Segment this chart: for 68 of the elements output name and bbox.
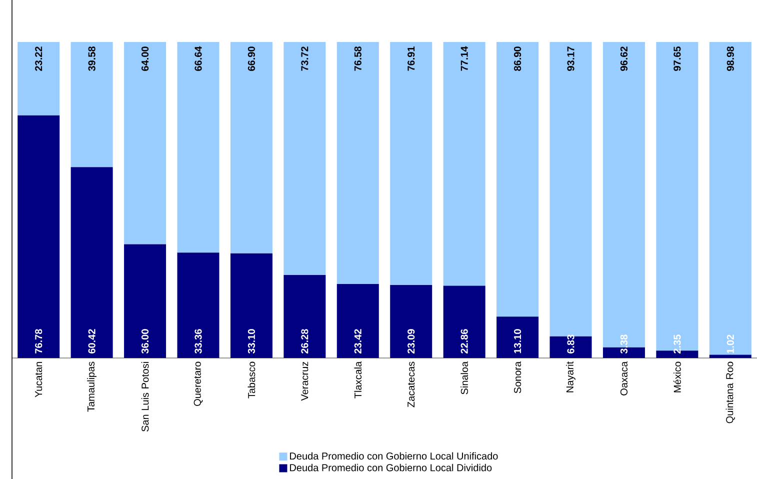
- bar: [230, 253, 272, 358]
- x-tick-label: Tlaxcala: [354, 361, 362, 398]
- data-label: 1.02: [726, 334, 734, 354]
- data-label: 86.90: [514, 46, 522, 71]
- bar: [18, 42, 60, 116]
- bar: [496, 42, 539, 317]
- data-label: 23.22: [35, 46, 42, 71]
- bar: [177, 42, 220, 253]
- x-tick-label: Tamaulipas: [87, 362, 96, 412]
- data-label: 39.58: [88, 46, 96, 71]
- data-label: 96.62: [620, 46, 628, 71]
- data-label: 66.90: [248, 46, 255, 71]
- data-label: 93.17: [567, 46, 574, 71]
- bar: [70, 167, 113, 358]
- data-label: 64.00: [141, 46, 149, 71]
- data-label: 22.86: [460, 329, 468, 354]
- data-label: 98.98: [726, 46, 734, 71]
- data-label: 26.28: [301, 329, 308, 354]
- bar: [177, 252, 220, 358]
- data-label: 33.10: [248, 329, 256, 354]
- bar: [124, 42, 166, 244]
- data-label: 73.72: [301, 46, 308, 71]
- bar: [709, 42, 752, 355]
- x-tick-label: Oaxaca: [620, 361, 628, 396]
- data-label: 2.35: [674, 334, 681, 354]
- data-label: 13.10: [514, 329, 522, 354]
- bar: [284, 274, 326, 358]
- bar: [18, 115, 60, 358]
- bar: [336, 284, 379, 358]
- data-label: 3.38: [620, 334, 628, 354]
- x-tick-label: Nayarit: [566, 361, 576, 392]
- x-tick-label: San Luis Potosi: [141, 362, 149, 432]
- data-label: 77.14: [460, 46, 468, 71]
- bar: [496, 316, 539, 358]
- bar: [70, 42, 113, 168]
- data-label: 33.36: [194, 329, 202, 354]
- bar: [390, 42, 432, 286]
- x-tick-label: Sonora: [514, 361, 522, 394]
- data-label: 97.65: [674, 46, 681, 71]
- data-label: 76.58: [354, 46, 362, 71]
- data-label: 23.42: [354, 329, 362, 354]
- legend-label: Deuda Promedio con Gobierno Local Dividido: [290, 464, 492, 472]
- x-tick-label: Zacatecas: [408, 362, 415, 408]
- x-tick-label: Tabasco: [248, 362, 256, 398]
- x-tick-label: Veracruz: [301, 362, 308, 401]
- bar: [124, 244, 166, 358]
- bar: [709, 354, 752, 358]
- x-tick-label: Queretaro: [194, 362, 203, 406]
- data-label: 60.42: [88, 329, 96, 354]
- bar: [336, 42, 379, 284]
- bar: [443, 286, 486, 358]
- x-tick-label: Yucatan: [35, 362, 42, 398]
- bar: [390, 285, 432, 358]
- data-label: 66.64: [194, 46, 202, 71]
- bar: [550, 42, 592, 336]
- bar: [550, 336, 592, 358]
- data-label: 23.09: [408, 329, 415, 354]
- x-tick-label: Sinaloa: [460, 361, 468, 394]
- data-label: 76.78: [35, 329, 42, 354]
- data-label: 76.91: [408, 46, 415, 71]
- x-tick-label: Quintana Roo: [726, 362, 735, 424]
- x-tick-label: México: [673, 362, 681, 392]
- bar: [443, 42, 486, 286]
- data-label: 36.00: [141, 329, 149, 354]
- bar: [230, 42, 272, 254]
- legend-label: Deuda Promedio con Gobierno Local Unificado: [290, 452, 498, 460]
- bar: [284, 42, 326, 275]
- data-label: 6.83: [567, 334, 574, 354]
